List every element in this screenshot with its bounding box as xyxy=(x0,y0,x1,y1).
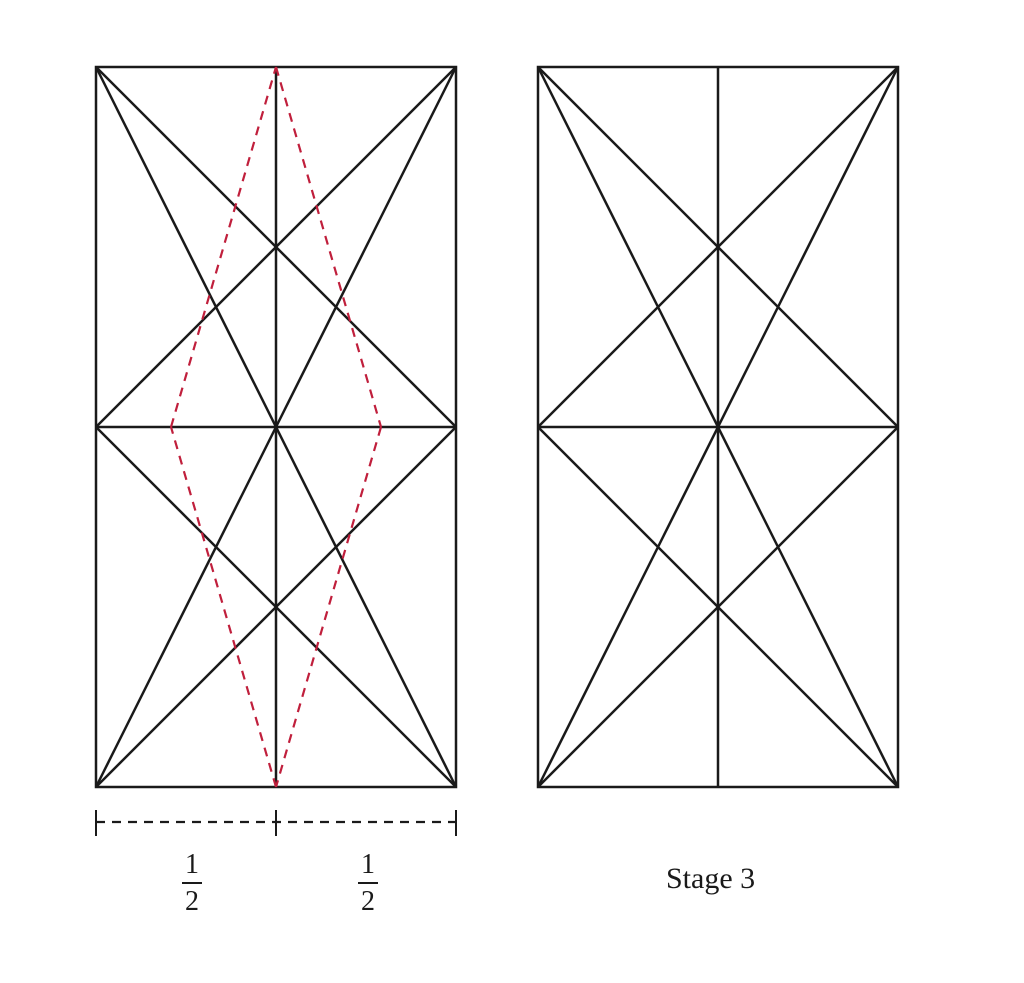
stage-label: Stage 3 xyxy=(666,862,755,896)
diagram-container: 1 2 1 2 Stage 3 xyxy=(0,0,1024,983)
fraction-numerator: 1 xyxy=(182,850,202,879)
fraction-bar xyxy=(182,882,202,884)
fraction-bar xyxy=(358,882,378,884)
fraction-numerator: 1 xyxy=(358,850,378,879)
fraction-denominator: 2 xyxy=(182,887,202,916)
fraction-right: 1 2 xyxy=(358,850,378,917)
fraction-denominator: 2 xyxy=(358,887,378,916)
origami-diagram xyxy=(0,0,1024,983)
fraction-left: 1 2 xyxy=(182,850,202,917)
